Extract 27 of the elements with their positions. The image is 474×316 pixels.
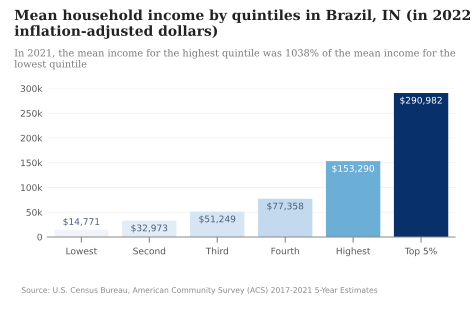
- data-label: $153,290: [332, 164, 374, 174]
- bar: [326, 161, 380, 237]
- data-label: $32,973: [131, 224, 168, 233]
- y-tick-label: 200k: [20, 134, 43, 142]
- chart-subtitle: In 2021, the mean income for the highest quintile was 1038% of the mean income for the lowest quintile: [14, 48, 456, 70]
- bar: [394, 92, 448, 237]
- x-tick-label: Highest: [336, 247, 370, 256]
- y-tick-label: 150k: [21, 159, 43, 166]
- data-label: $290,982: [400, 96, 442, 105]
- y-tick-label: 250k: [20, 110, 43, 117]
- x-tick-label: Second: [133, 247, 166, 254]
- y-tick-label: 0: [37, 234, 42, 241]
- x-tick-label: Fourth: [272, 247, 299, 254]
- bar: [258, 198, 312, 237]
- bar: [190, 212, 244, 237]
- data-label: $51,249: [199, 215, 236, 224]
- y-tick-label: 300k: [20, 85, 43, 92]
- x-tick-label: Lowest: [66, 248, 97, 254]
- data-label: $77,358: [267, 202, 304, 211]
- x-tick-label: Top 5%: [404, 248, 437, 256]
- data-label: $14,771: [63, 218, 100, 226]
- x-tick-label: Third: [206, 247, 228, 254]
- chart-title: Mean household income by quintiles in Brazil, IN (in 2022 inflation-adjusted dollars): [14, 9, 470, 39]
- y-tick-label: 50k: [26, 208, 43, 216]
- y-tick-label: 100k: [21, 184, 43, 192]
- bar: [122, 220, 176, 237]
- bar: [54, 230, 109, 237]
